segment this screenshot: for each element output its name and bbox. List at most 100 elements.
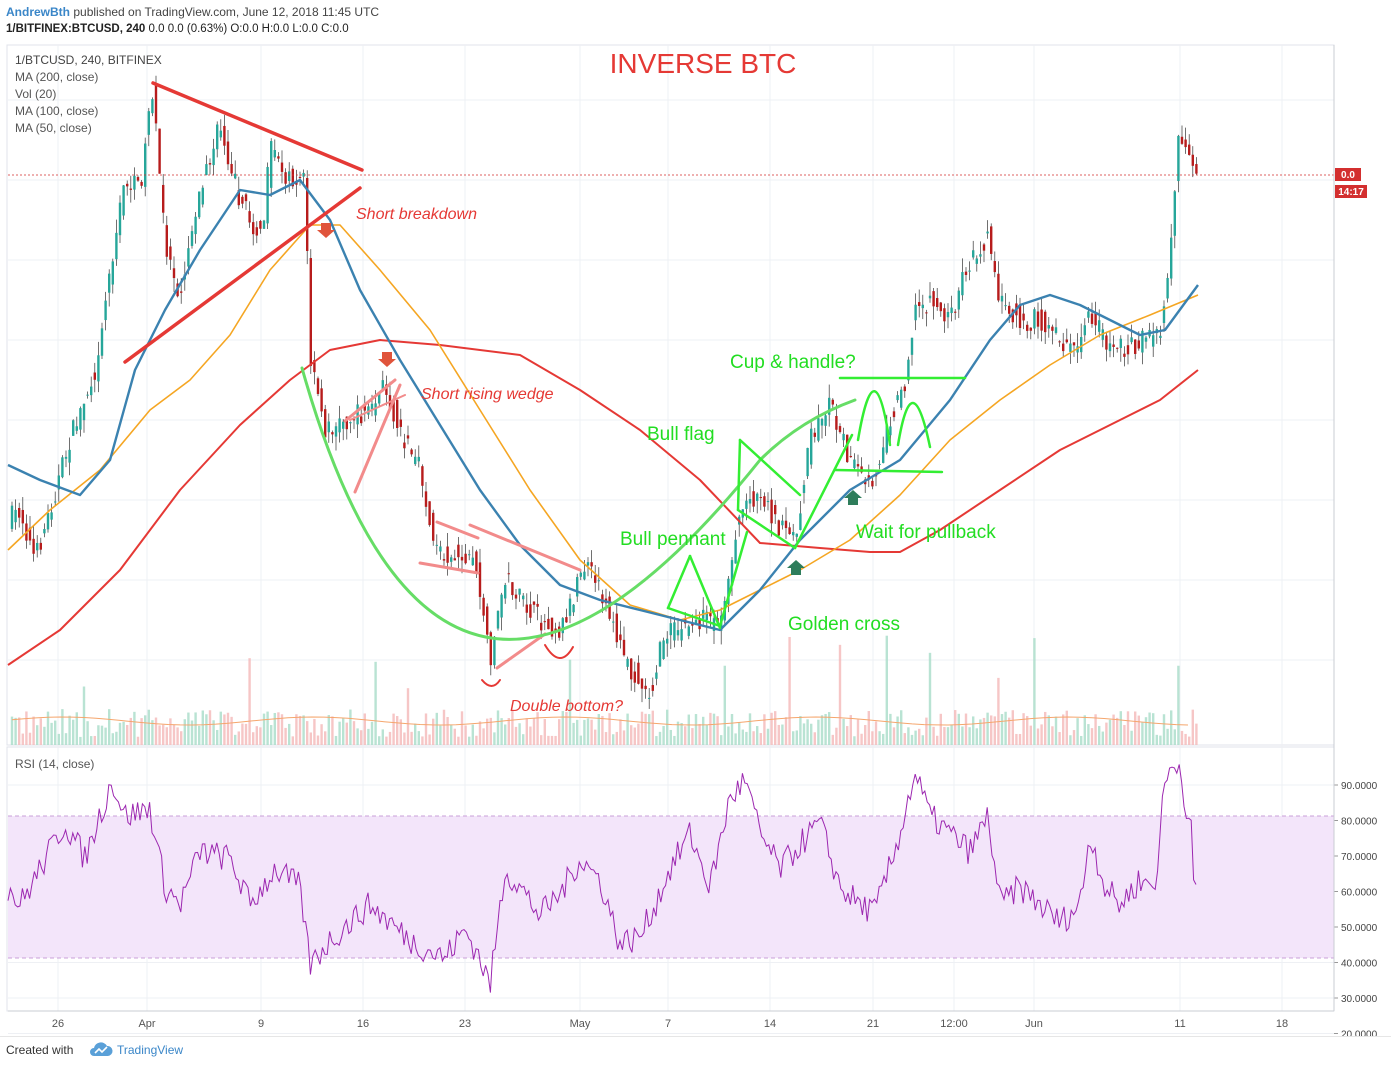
double-bottom-arc [544, 644, 574, 659]
volume-bar [72, 719, 75, 745]
candle-body [68, 449, 71, 463]
legend-rsi: RSI (14, close) [15, 757, 94, 771]
candle-body [1188, 144, 1191, 155]
volume-bar [712, 713, 716, 745]
candle-body [356, 404, 359, 425]
volume-bar [1141, 722, 1144, 745]
candle-body [280, 162, 284, 172]
candle-body [129, 188, 132, 190]
ohlc-text: 0.0 0.0 (0.63%) O:0.0 H:0.0 L:0.0 C:0.0 [148, 23, 349, 35]
candle-body [817, 418, 820, 441]
candle-body [709, 612, 712, 617]
channel-line [495, 632, 547, 670]
candle-body [486, 606, 489, 635]
volume-bar [356, 728, 359, 745]
candle-body [511, 582, 514, 596]
volume-bar [1054, 716, 1058, 745]
volume-bar [25, 711, 28, 745]
volume-bar [806, 719, 809, 745]
candle-body [32, 538, 35, 554]
candle-body [705, 611, 708, 621]
volume-bar [367, 728, 370, 745]
x-tick-label: 7 [665, 1018, 671, 1030]
volume-bar [554, 735, 557, 745]
candle-body [237, 190, 240, 206]
candle-body [43, 528, 46, 534]
volume-bar [579, 735, 582, 745]
volume-bar [720, 735, 723, 745]
candle-body [1112, 344, 1115, 347]
candle-body [957, 290, 960, 310]
candle-body [795, 533, 798, 537]
price-chart[interactable]: 26 Apr 9 16 23 May 7 14 21 12:00 Jun 11 18 90.0000 80.… [0, 40, 1391, 1036]
volume-bar [208, 710, 212, 745]
volume-bar [277, 712, 280, 745]
volume-bar [172, 724, 176, 745]
candle-body [669, 623, 672, 636]
volume-bar [327, 715, 330, 745]
volume-bar [280, 714, 284, 745]
candle-body [259, 221, 262, 229]
volume-bar [820, 715, 824, 745]
candle-body [223, 125, 226, 146]
volume-bar [1036, 728, 1040, 745]
volume-bar [741, 729, 744, 745]
flag-line [736, 508, 797, 550]
volume-bar [676, 721, 680, 745]
candle-body [964, 271, 968, 275]
volume-bar [608, 713, 611, 745]
candle-body [352, 419, 356, 421]
candle-body [622, 639, 626, 656]
candle-body [1065, 339, 1068, 343]
candle-body [1195, 164, 1198, 174]
volume-bar [194, 712, 197, 745]
candle-body [572, 604, 575, 613]
x-tick-label: 12:00 [940, 1018, 968, 1030]
wedge-mid-line [349, 394, 406, 421]
candle-body [637, 662, 640, 684]
candle-body [450, 557, 453, 562]
volume-bar [18, 717, 21, 745]
author-name[interactable]: AndrewBth [6, 5, 70, 19]
candle-body [93, 372, 96, 380]
volume-bar [759, 733, 762, 745]
volume-bar [903, 733, 906, 745]
volume-bar [1008, 717, 1011, 745]
candle-body [932, 291, 935, 307]
candle-body [896, 395, 899, 401]
volume-bar [378, 736, 381, 745]
tradingview-brand-link[interactable]: TradingView [117, 1043, 184, 1057]
candle-body [248, 211, 251, 223]
flag-line [736, 438, 742, 512]
candle-body [730, 560, 734, 586]
candle-body [612, 621, 615, 623]
candle-body [975, 258, 978, 264]
volume-ma-line [11, 716, 1189, 726]
candle-body [810, 428, 813, 465]
candle-body [219, 130, 222, 138]
annotation-golden-cross: Golden cross [788, 614, 900, 635]
candle-body [331, 432, 334, 435]
volume-bar [428, 734, 431, 745]
volume-bar [198, 725, 201, 745]
candle-body [781, 520, 784, 526]
volume-bar [705, 724, 708, 745]
volume-bar [1098, 725, 1101, 745]
volume-bar [734, 733, 737, 745]
volume-bar [889, 713, 892, 745]
volume-bar [1130, 730, 1133, 745]
volume-bar [403, 732, 406, 745]
volume-bar [266, 711, 269, 745]
volume-bar [464, 725, 467, 745]
volume-bar [165, 727, 168, 745]
rsi-tick-label: 50.0000 [1341, 923, 1378, 934]
candle-body [594, 575, 597, 583]
candle-body [806, 447, 809, 477]
volume-bar [180, 731, 183, 745]
volume-bar [176, 727, 179, 745]
candle-body [619, 634, 622, 641]
candle-body [691, 623, 694, 626]
candle-body [295, 181, 298, 185]
candle-body [108, 273, 111, 293]
candle-body [334, 426, 338, 437]
